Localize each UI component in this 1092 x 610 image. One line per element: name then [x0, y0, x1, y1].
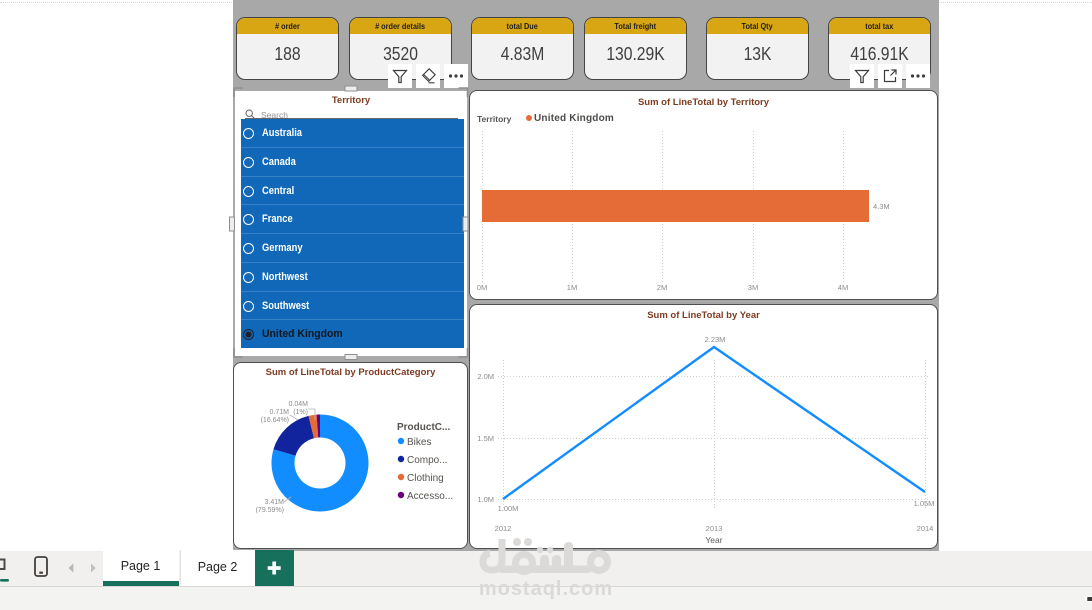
svg-text:1.00M: 1.00M: [498, 504, 519, 513]
svg-text:Bikes: Bikes: [407, 437, 431, 448]
svg-text:mostaql.com: mostaql.com: [479, 578, 613, 599]
svg-text:2.0M: 2.0M: [477, 372, 494, 381]
svg-text:2012: 2012: [495, 524, 512, 533]
svg-text:2013: 2013: [706, 524, 723, 533]
svg-text:Year: Year: [705, 535, 722, 545]
svg-text:2014: 2014: [917, 524, 934, 533]
svg-text:1.05M: 1.05M: [914, 499, 935, 508]
svg-text:1.5M: 1.5M: [477, 434, 494, 443]
svg-text:(1%): (1%): [293, 409, 308, 416]
svg-text:3.41M: 3.41M: [265, 499, 285, 506]
svg-text:Clothing: Clothing: [407, 473, 444, 484]
svg-text:0.71M: 0.71M: [270, 409, 290, 416]
svg-text:1.0M: 1.0M: [477, 495, 494, 504]
svg-text:4.3M: 4.3M: [873, 202, 890, 211]
svg-text:1M: 1M: [567, 283, 577, 292]
svg-text:(16.64%): (16.64%): [261, 417, 289, 424]
svg-text:Compo...: Compo...: [407, 455, 448, 466]
svg-text:Accesso...: Accesso...: [407, 491, 453, 502]
svg-text:4M: 4M: [838, 283, 848, 292]
svg-text:0M: 0M: [477, 283, 487, 292]
svg-text:(79.59%): (79.59%): [256, 507, 284, 514]
svg-text:0.04M: 0.04M: [289, 401, 309, 408]
svg-text:2M: 2M: [657, 283, 667, 292]
svg-text:2.23M: 2.23M: [705, 335, 726, 344]
svg-text:ProductC...: ProductC...: [397, 422, 451, 433]
svg-text:3M: 3M: [748, 283, 758, 292]
